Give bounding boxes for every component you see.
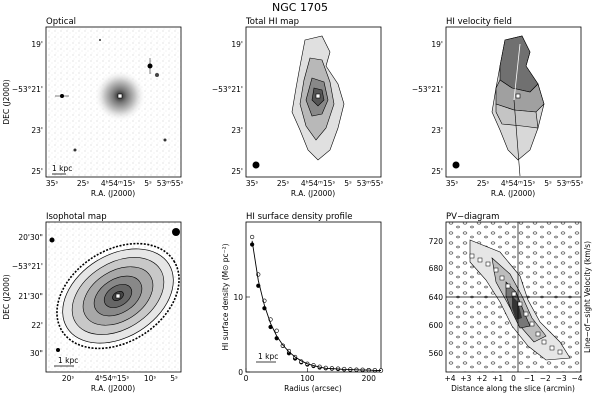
ytick-isophotal-4: 30" [30, 349, 43, 358]
xtick-total-hi-3: 5ˢ [344, 179, 352, 188]
ylabel-pv: Line−of−sight Velocity (km/s) [583, 241, 592, 353]
xtick-hi-velocity-4: 53ᵐ55ˢ [557, 179, 584, 188]
figure-title: NGC 1705 [272, 1, 328, 14]
ytick-total-hi-0: 19' [231, 40, 243, 49]
ytick-hi-velocity-2: 23' [431, 126, 443, 135]
xtick-isophotal-2: 10ˢ [144, 374, 157, 383]
ytick-isophotal-2: 21'30" [18, 292, 43, 301]
xtick-hi-velocity-1: 25ˢ [477, 179, 490, 188]
ytick-hi-velocity-1: −53°21' [412, 85, 443, 94]
ytick-total-hi-2: 23' [231, 126, 243, 135]
pv-xtick-label-1: +3 [460, 374, 471, 383]
ytick-isophotal-3: 22' [31, 321, 43, 330]
ylabel-optical: DEC (J2000) [2, 79, 11, 124]
profile-ytick-label-1: 10 [233, 293, 243, 302]
pv-xtick-label-8: −4 [571, 374, 582, 383]
ytick-optical-1: −53°21' [12, 85, 43, 94]
scalebar-isophotal: 1 kpc [58, 356, 78, 365]
xtick-total-hi-0: 35ˢ [246, 179, 259, 188]
pv-xtick-label-6: −2 [540, 374, 551, 383]
scalebar-hi-profile: 1 kpc [258, 352, 278, 361]
profile-xtick-label-2: 200 [362, 374, 377, 383]
profile-point-open-4 [274, 328, 279, 333]
xtick-total-hi-1: 25ˢ [277, 179, 290, 188]
xlabel-hi-profile: Radius (arcsec) [284, 384, 342, 393]
ytick-optical-2: 23' [31, 126, 43, 135]
panel-total-hi: Total HI map 19' −53°21' 23' 25' 35ˢ 25ˢ… [212, 17, 384, 198]
ytick-total-hi-3: 25' [231, 167, 243, 176]
xtick-isophotal-0: 20ˢ [62, 374, 75, 383]
panel-hi-velocity: HI velocity field 19' −53°21' 23' 25' 35… [412, 17, 584, 198]
xlabel-isophotal: R.A. (J2000) [91, 384, 135, 393]
xtick-isophotal-1: 4ʰ54ᵐ15ˢ [95, 374, 130, 383]
ytick-total-hi-1: −53°21' [212, 85, 243, 94]
ytick-pv-1: 680 [429, 264, 444, 273]
xtick-hi-velocity-3: 5ˢ [544, 179, 552, 188]
pv-xtick-label-4: 0 [511, 374, 516, 383]
ytick-optical-0: 19' [31, 40, 43, 49]
ytick-pv-3: 600 [429, 321, 444, 330]
pv-xtick-label-5: −1 [524, 374, 535, 383]
xlabel-optical: R.A. (J2000) [91, 189, 135, 198]
xtick-optical-4: 53ᵐ55ˢ [157, 179, 184, 188]
panel-pv: PV−diagram 720 680 640 600 560 +4 +3 +2 +1 0… [429, 212, 592, 393]
panel-title-pv: PV−diagram [446, 212, 499, 222]
xlabel-pv: Distance along the slice (arcmin) [451, 384, 575, 393]
xlabel-hi-velocity: R.A. (J2000) [491, 189, 535, 198]
xtick-optical-2: 4ʰ54ᵐ15ˢ [101, 179, 136, 188]
pv-xtick-label-3: +1 [492, 374, 503, 383]
pv-xticks: +4 +3 +2 +1 0 −1 −2 −3 −4 [444, 374, 582, 383]
ytick-optical-3: 25' [31, 167, 43, 176]
panel-title-hi-profile: HI surface density profile [246, 212, 352, 222]
pv-xtick-label-7: −3 [556, 374, 567, 383]
panel-title-total-hi: Total HI map [245, 17, 299, 27]
panel-title-optical: Optical [46, 17, 76, 27]
panel-hi-profile: HI surface density profile 0 100 200 0 10 1 … [221, 212, 384, 393]
ylabel-isophotal: DEC (J2000) [2, 274, 11, 319]
xtick-total-hi-4: 53ᵐ55ˢ [357, 179, 384, 188]
xtick-optical-0: 35ˢ [46, 179, 59, 188]
panel-optical: Optical 1 kpc 19' −53°21' 23' 25' 35ˢ 25… [2, 17, 183, 198]
profile-ytick-label-0: 0 [238, 368, 243, 377]
panel-title-isophotal: Isophotal map [46, 212, 107, 222]
xtick-hi-velocity-2: 4ʰ54ᵐ15ˢ [501, 179, 536, 188]
ytick-hi-velocity-0: 19' [431, 40, 443, 49]
ytick-isophotal-1: −53°21' [12, 262, 43, 271]
panel-title-hi-velocity: HI velocity field [446, 17, 512, 27]
xlabel-total-hi: R.A. (J2000) [291, 189, 335, 198]
xtick-optical-1: 25ˢ [77, 179, 90, 188]
ylabel-hi-profile: HI surface density (M⊙ pc⁻²) [221, 243, 230, 350]
xtick-isophotal-3: 5ˢ [170, 374, 178, 383]
ytick-pv-0: 720 [429, 237, 444, 246]
xtick-hi-velocity-0: 35ˢ [446, 179, 459, 188]
ytick-isophotal-0: 20'30" [18, 233, 43, 242]
profile-plot-area: 0 100 200 0 10 [233, 234, 384, 383]
profile-fit-line [251, 240, 382, 371]
ytick-pv-2: 640 [429, 293, 444, 302]
pv-xtick-label-2: +2 [476, 374, 487, 383]
xtick-optical-3: 5ˢ [144, 179, 152, 188]
scalebar-optical: 1 kpc [52, 164, 72, 173]
ytick-pv-4: 560 [429, 349, 444, 358]
panel-isophotal: Isophotal map 1 kpc 20'30" −53°21' 21'30… [2, 212, 182, 393]
ytick-hi-velocity-3: 25' [431, 167, 443, 176]
profile-xtick-label-0: 0 [244, 374, 249, 383]
profile-point-open-0 [250, 234, 255, 240]
xtick-total-hi-2: 4ʰ54ᵐ15ˢ [301, 179, 336, 188]
profile-xtick-label-1: 100 [300, 374, 315, 383]
pv-xtick-label-0: +4 [444, 374, 455, 383]
